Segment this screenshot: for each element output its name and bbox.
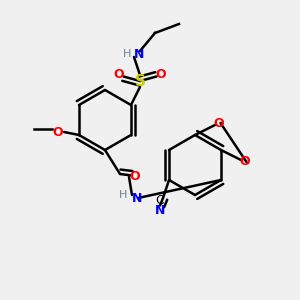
Text: C: C (156, 194, 164, 208)
Text: O: O (156, 68, 166, 82)
Text: N: N (134, 47, 144, 61)
Text: O: O (214, 116, 224, 130)
Text: N: N (132, 191, 142, 205)
Text: O: O (53, 125, 63, 139)
Text: O: O (130, 170, 140, 184)
Text: S: S (134, 74, 146, 88)
Text: H: H (123, 49, 131, 59)
Text: O: O (114, 68, 124, 82)
Text: H: H (119, 190, 128, 200)
Text: O: O (240, 155, 250, 169)
Text: N: N (155, 203, 165, 217)
